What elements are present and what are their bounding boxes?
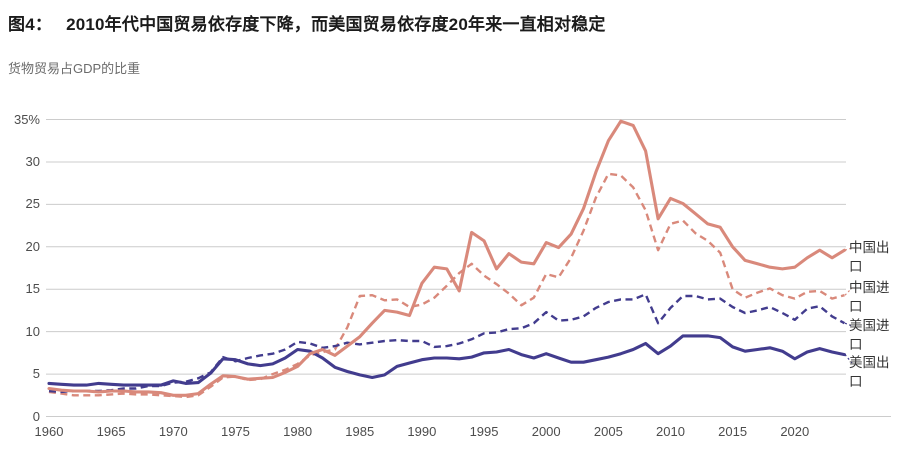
y-tick-label: 35% bbox=[13, 111, 40, 127]
x-tick-label: 1980 bbox=[283, 424, 313, 439]
series-label-china-exports: 中国出口 bbox=[849, 240, 890, 274]
leader-line-us-exports bbox=[844, 354, 853, 364]
x-tick-label: 1960 bbox=[34, 424, 64, 439]
leader-line-china-imports bbox=[844, 287, 853, 296]
chart-subtitle: 货物贸易占GDP的比重 bbox=[8, 61, 141, 76]
y-tick-label: 10 bbox=[25, 323, 40, 339]
figure-title-row: 图4： 2010年代中国贸易依存度下降，而美国贸易依存度20年来一直相对稳定 bbox=[8, 10, 606, 35]
y-tick-label: 15 bbox=[25, 281, 40, 297]
series-label-us-exports: 美国出口 bbox=[849, 355, 890, 389]
line-us-imports bbox=[48, 293, 846, 394]
x-tick-label: 2015 bbox=[718, 424, 748, 439]
line-us-exports bbox=[47, 334, 847, 387]
figure-label: 图4： bbox=[8, 15, 53, 34]
x-tick-label: 1975 bbox=[220, 424, 250, 439]
y-tick-label: 5 bbox=[32, 366, 40, 382]
line-china-imports bbox=[48, 172, 845, 399]
x-tick-label: 2010 bbox=[656, 424, 685, 439]
y-tick-label: 0 bbox=[32, 408, 40, 424]
y-tick-label: 25 bbox=[25, 196, 40, 212]
y-tick-label: 30 bbox=[25, 153, 40, 169]
x-tick-label: 1995 bbox=[469, 424, 499, 439]
x-tick-label: 2000 bbox=[531, 424, 561, 439]
x-tick-label: 1965 bbox=[96, 424, 126, 439]
page-title: 2010年代中国贸易依存度下降，而美国贸易依存度20年来一直相对稳定 bbox=[66, 15, 606, 34]
y-tick-label: 20 bbox=[25, 238, 40, 254]
leader-line-us-imports bbox=[844, 322, 853, 327]
x-tick-label: 1970 bbox=[158, 424, 188, 439]
series-label-us-imports: 美国进口 bbox=[849, 318, 890, 352]
x-tick-label: 2020 bbox=[780, 424, 810, 439]
x-tick-label: 1985 bbox=[345, 424, 375, 439]
x-tick-label: 1990 bbox=[407, 424, 437, 439]
leader-line-china-exports bbox=[844, 247, 853, 251]
line-china-exports bbox=[47, 119, 847, 397]
series-label-china-imports: 中国进口 bbox=[849, 280, 890, 314]
x-tick-label: 2005 bbox=[593, 424, 623, 439]
